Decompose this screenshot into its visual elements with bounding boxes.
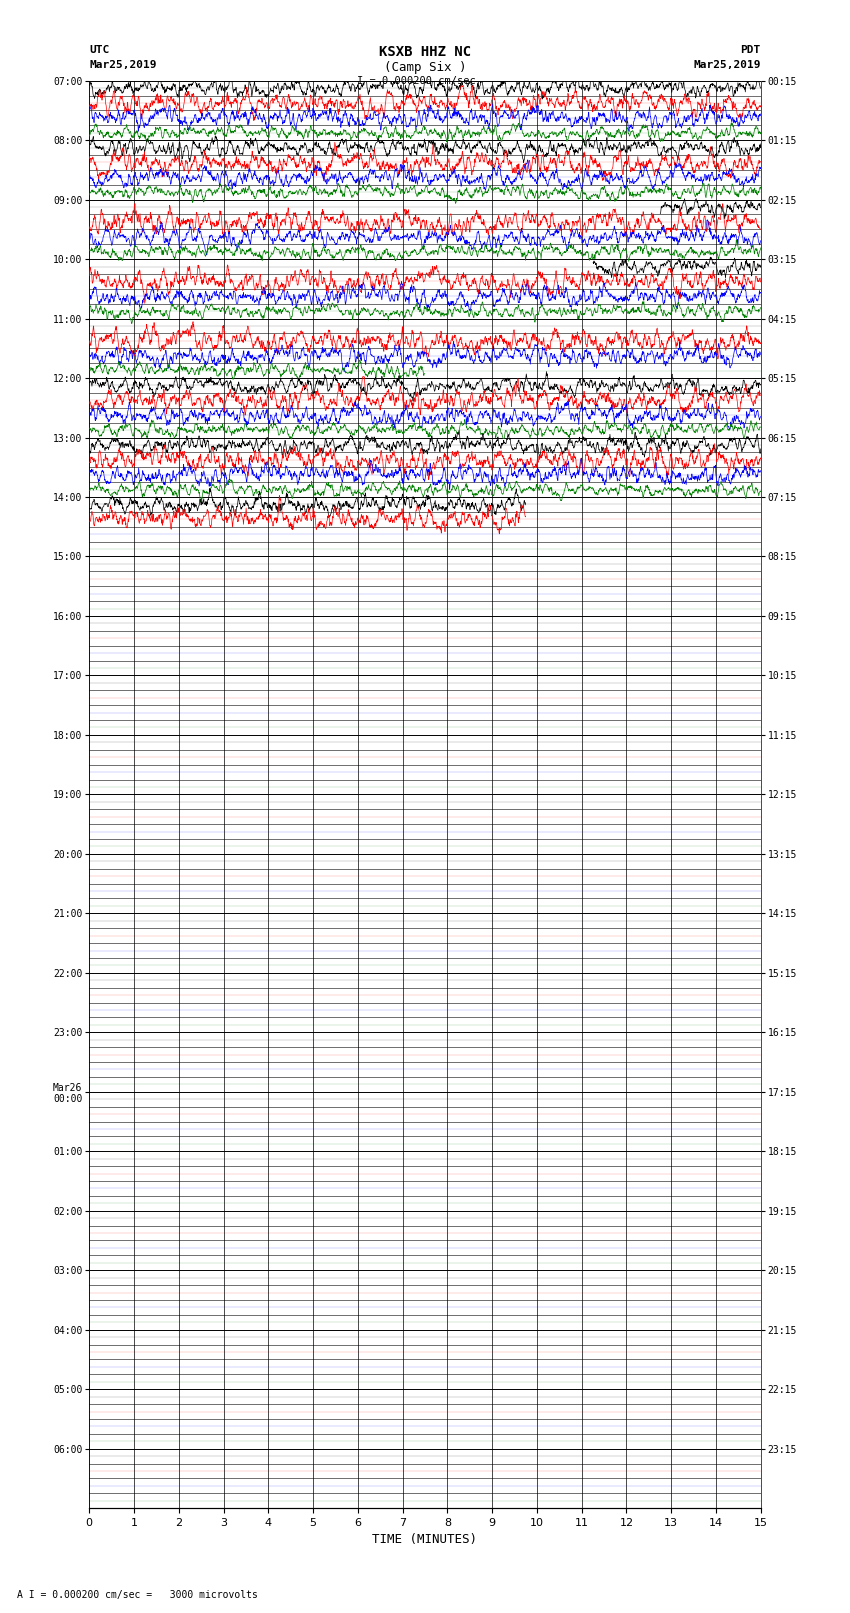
Text: A I = 0.000200 cm/sec =   3000 microvolts: A I = 0.000200 cm/sec = 3000 microvolts: [17, 1590, 258, 1600]
Text: PDT: PDT: [740, 45, 761, 55]
Text: Mar25,2019: Mar25,2019: [89, 60, 156, 69]
X-axis label: TIME (MINUTES): TIME (MINUTES): [372, 1534, 478, 1547]
Text: KSXB HHZ NC: KSXB HHZ NC: [379, 45, 471, 60]
Text: UTC: UTC: [89, 45, 110, 55]
Text: (Camp Six ): (Camp Six ): [383, 61, 467, 74]
Text: I = 0.000200 cm/sec: I = 0.000200 cm/sec: [357, 76, 476, 85]
Text: Mar25,2019: Mar25,2019: [694, 60, 761, 69]
